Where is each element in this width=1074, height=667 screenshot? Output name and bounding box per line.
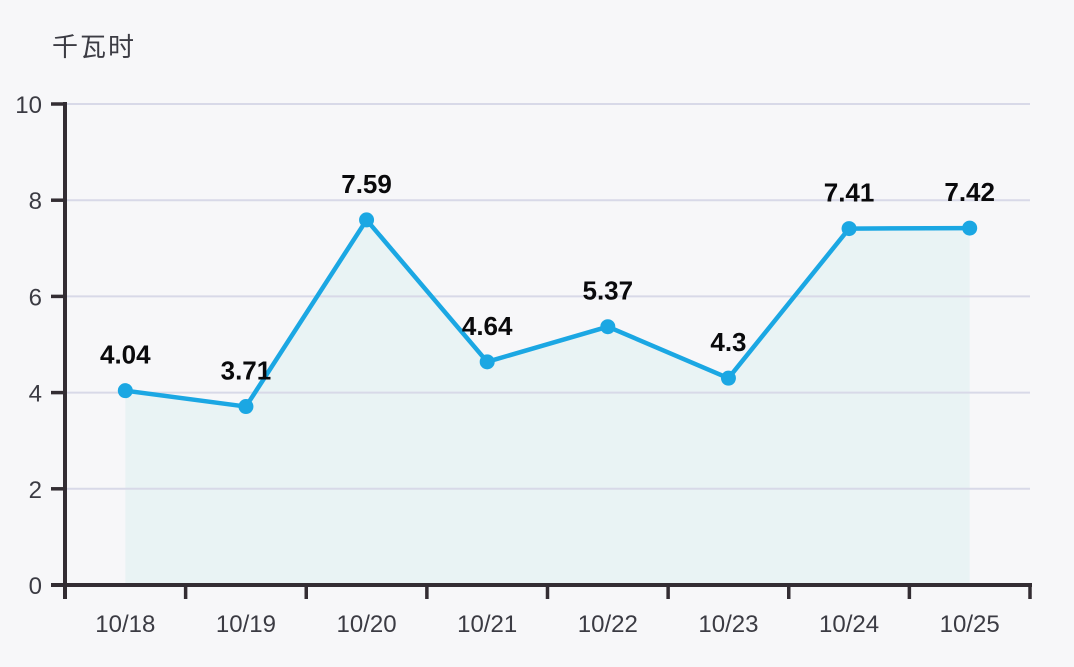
- data-point-value-label: 3.71: [221, 356, 272, 386]
- data-point-value-label: 4.04: [100, 340, 151, 370]
- y-tick-label: 6: [29, 284, 42, 311]
- data-point[interactable]: [962, 220, 978, 236]
- x-tick-label: 10/18: [95, 611, 155, 638]
- y-tick-label: 10: [15, 92, 42, 119]
- y-tick-label: 0: [29, 573, 42, 600]
- data-point[interactable]: [720, 370, 736, 386]
- data-point-value-label: 7.42: [944, 177, 995, 207]
- x-tick-label: 10/19: [216, 611, 276, 638]
- chart-unit-label: 千瓦时: [52, 32, 137, 62]
- data-line-series: [123, 217, 972, 409]
- x-tick-label: 10/24: [819, 611, 879, 638]
- y-tick-label: 8: [29, 188, 42, 215]
- y-tick-label: 4: [29, 381, 42, 408]
- data-point-value-label: 4.64: [462, 311, 513, 341]
- y-tick-label: 2: [29, 477, 42, 504]
- x-tick-label: 10/20: [337, 611, 397, 638]
- x-tick-label: 10/23: [698, 611, 758, 638]
- data-point[interactable]: [359, 212, 375, 228]
- data-point-value-label: 7.41: [824, 178, 875, 208]
- area-fill: [125, 219, 970, 583]
- x-tick-label: 10/25: [940, 611, 1000, 638]
- data-point-value-label: 5.37: [583, 276, 634, 306]
- x-tick-label: 10/22: [578, 611, 638, 638]
- data-point[interactable]: [117, 383, 133, 399]
- data-point[interactable]: [238, 399, 254, 415]
- data-point-value-label: 7.59: [341, 169, 392, 199]
- data-point[interactable]: [600, 319, 616, 335]
- x-tick-label: 10/21: [457, 611, 517, 638]
- data-point-value-label: 4.3: [710, 327, 746, 357]
- data-point[interactable]: [479, 354, 495, 370]
- data-point[interactable]: [841, 221, 857, 237]
